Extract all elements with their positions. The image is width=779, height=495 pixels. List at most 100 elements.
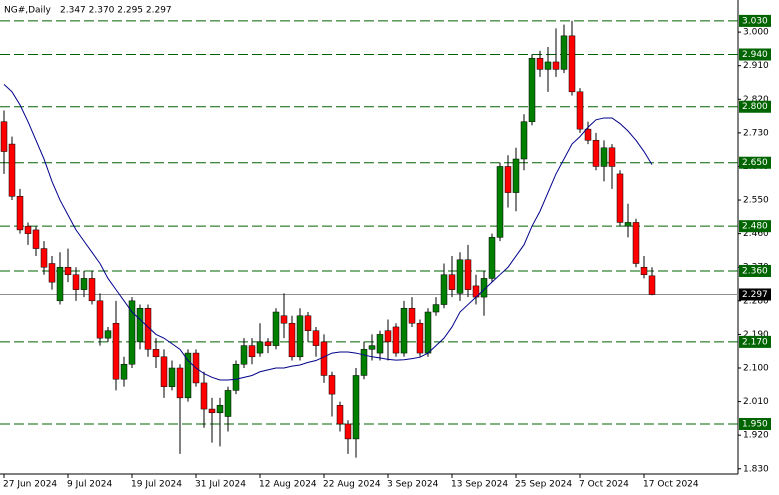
candle-body [160, 356, 168, 387]
candle-body [32, 229, 40, 249]
candle-body [64, 266, 72, 275]
level-label: 2.170 [742, 337, 768, 347]
candle-body [224, 390, 232, 417]
candle-body [272, 311, 280, 346]
level-label-box [739, 220, 771, 233]
candle-body [336, 405, 344, 425]
level-label: 2.650 [742, 158, 768, 168]
y-tick-label: 2.910 [743, 61, 769, 71]
level-label-box [739, 48, 771, 61]
candle-body [552, 61, 560, 70]
y-tick-label: 1.920 [743, 431, 769, 441]
candle-body [504, 166, 512, 193]
candle-body [24, 225, 32, 234]
level-label: 2.480 [742, 222, 768, 232]
level-label-box [739, 100, 771, 113]
candle-body [560, 35, 568, 70]
chart-title: NG#,Daily [4, 6, 52, 16]
candle-body [248, 345, 256, 358]
y-tick-label: 2.100 [743, 364, 769, 374]
candle-body [120, 364, 128, 380]
candle-body [232, 364, 240, 391]
x-tick-label: 22 Aug 2024 [323, 480, 381, 490]
ohlc-header: 2.347 2.370 2.295 2.297 [60, 6, 172, 16]
candle-body [136, 308, 144, 343]
last-price-label: 2.297 [742, 290, 768, 300]
candle-body [144, 308, 152, 350]
x-tick-label: 7 Oct 2024 [579, 480, 629, 490]
candle-body [440, 274, 448, 305]
candle-body [496, 166, 504, 238]
level-label-box [739, 264, 771, 277]
level-label: 1.950 [742, 419, 768, 429]
candle-body [320, 341, 328, 376]
level-label-box [739, 14, 771, 27]
candle-body [176, 367, 184, 399]
y-tick-label: 1.830 [743, 464, 769, 474]
candle-body [280, 315, 288, 324]
y-tick-label: 2.820 [743, 95, 769, 105]
y-tick-label: 2.550 [743, 196, 769, 206]
x-tick-label: 27 Jun 2024 [3, 480, 57, 490]
candle-body [368, 345, 376, 350]
candle-body [328, 375, 336, 395]
candle-body [576, 91, 584, 130]
candle-body [584, 128, 592, 141]
candle-body [480, 278, 488, 298]
candle-body [216, 405, 224, 414]
level-label: 2.360 [742, 266, 768, 276]
candle-body [512, 158, 520, 193]
candle-body [384, 330, 392, 343]
candle-body [640, 266, 648, 275]
candle-body [352, 375, 360, 440]
candle-body [72, 274, 80, 290]
candle-body [536, 57, 544, 70]
level-label: 2.940 [742, 50, 768, 60]
candle-body [600, 147, 608, 167]
candle-body [648, 275, 656, 295]
candle-body [344, 423, 352, 440]
level-label-box [739, 156, 771, 169]
candle-body [128, 300, 136, 365]
candle-body [152, 349, 160, 358]
candle-body [400, 308, 408, 354]
level-label: 3.030 [742, 16, 768, 26]
candle-body [256, 341, 264, 354]
candle-body [304, 315, 312, 331]
moving-average [3, 83, 653, 381]
y-tick-label: 2.730 [743, 128, 769, 138]
candle-body [488, 237, 496, 279]
candle-body [264, 341, 272, 346]
candle-body [200, 382, 208, 410]
y-tick-label: 3.000 [743, 28, 769, 38]
candle-body [16, 196, 24, 231]
candle-body [448, 274, 456, 290]
candle-body [568, 35, 576, 93]
candle-body [288, 322, 296, 358]
x-tick-label: 12 Aug 2024 [259, 480, 317, 490]
last-price-box [739, 288, 771, 301]
candle-body [208, 408, 216, 414]
candle-body [464, 259, 472, 290]
candle-body [392, 326, 400, 354]
candle-body [80, 278, 88, 290]
candle-body [40, 248, 48, 268]
candle-body [616, 173, 624, 223]
x-tick-label: 25 Sep 2024 [515, 480, 572, 490]
candle-body [624, 222, 632, 227]
candle-body [112, 322, 120, 380]
candle-body [8, 143, 16, 197]
candle-body [48, 263, 56, 283]
candle-body [456, 259, 464, 294]
candle-body [296, 315, 304, 358]
candle-body [168, 367, 176, 387]
candle-body [424, 311, 432, 354]
candle-body [608, 147, 616, 167]
candle-body [376, 334, 384, 354]
y-tick-label: 2.190 [743, 330, 769, 340]
candle-body [528, 57, 536, 122]
candle-body [312, 330, 320, 346]
candle-body [240, 345, 248, 365]
